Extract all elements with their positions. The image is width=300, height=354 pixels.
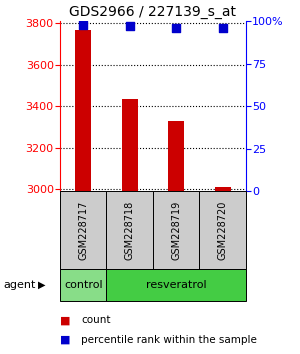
- Bar: [200, 191, 246, 269]
- Title: GDS2966 / 227139_s_at: GDS2966 / 227139_s_at: [70, 5, 236, 19]
- Point: [81, 22, 86, 28]
- Text: percentile rank within the sample: percentile rank within the sample: [81, 335, 257, 345]
- Text: agent: agent: [3, 280, 35, 290]
- Text: ▶: ▶: [38, 280, 46, 290]
- Text: control: control: [64, 280, 103, 290]
- Bar: [60, 269, 106, 301]
- Text: count: count: [81, 315, 110, 325]
- Text: GSM228720: GSM228720: [218, 200, 228, 260]
- Point: [128, 23, 132, 29]
- Point: [174, 25, 178, 31]
- Text: GSM228717: GSM228717: [78, 200, 88, 260]
- Bar: [122, 99, 138, 191]
- Bar: [214, 187, 231, 191]
- Point: [220, 25, 225, 31]
- Bar: [106, 191, 153, 269]
- Text: ■: ■: [60, 335, 74, 345]
- Bar: [60, 191, 106, 269]
- Bar: [153, 191, 200, 269]
- Bar: [168, 121, 184, 191]
- Text: ■: ■: [60, 315, 74, 325]
- Text: GSM228719: GSM228719: [171, 200, 181, 260]
- Bar: [106, 269, 246, 301]
- Text: resveratrol: resveratrol: [146, 280, 207, 290]
- Bar: [75, 29, 92, 191]
- Text: GSM228718: GSM228718: [125, 200, 135, 260]
